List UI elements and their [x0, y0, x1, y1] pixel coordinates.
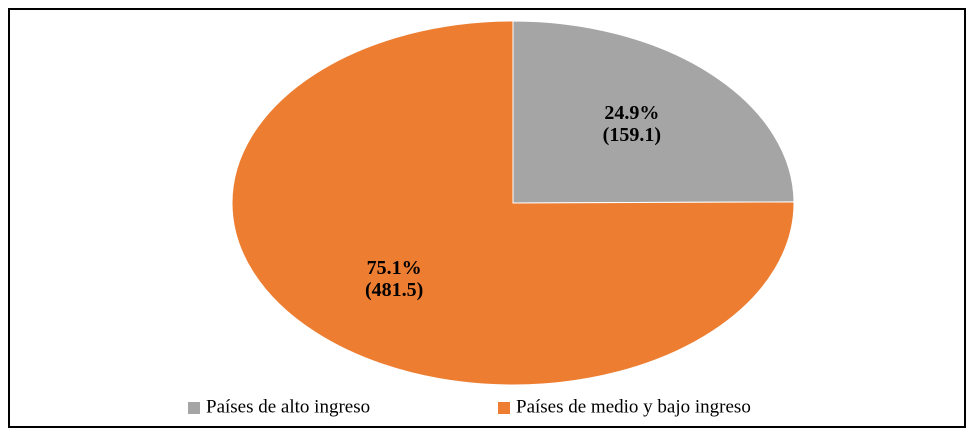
value-label: 24.9% [604, 102, 659, 124]
pie-slice [512, 20, 795, 204]
pie-slice [231, 20, 795, 386]
legend-label: Países de medio y bajo ingreso [516, 396, 751, 417]
legend-swatch [188, 402, 200, 414]
legend-label: Países de alto ingreso [206, 396, 370, 417]
value-label: 75.1% [367, 257, 422, 279]
legend-swatch [498, 402, 510, 414]
amount-label: (481.5) [365, 279, 423, 301]
amount-label: (159.1) [603, 124, 661, 146]
